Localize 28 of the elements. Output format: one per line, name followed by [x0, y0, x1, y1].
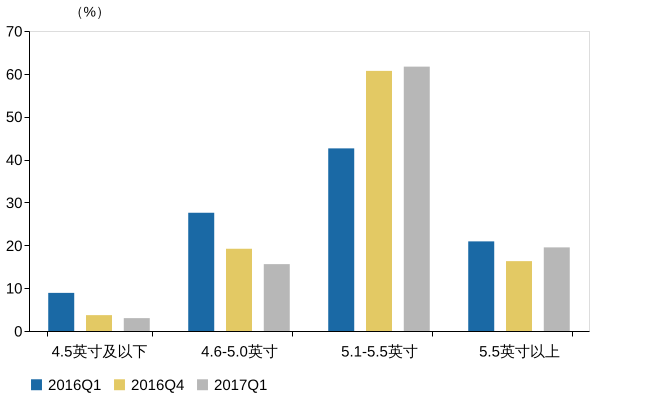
bar	[124, 318, 150, 331]
bar	[226, 248, 252, 331]
y-tick-label: 50	[6, 109, 22, 126]
x-tick-label: 5.5英寸以上	[479, 344, 560, 360]
y-tick-label: 20	[6, 238, 22, 255]
y-tick-label: 40	[6, 152, 22, 170]
x-tick-label: 5.1-5.5英寸	[341, 344, 418, 360]
bar	[48, 292, 74, 331]
bar	[264, 264, 290, 331]
y-tick-label: 70	[6, 24, 22, 40]
y-tick-label: 10	[6, 280, 22, 298]
bar	[506, 261, 532, 331]
bar	[404, 66, 430, 331]
x-tick-label: 4.6-5.0英寸	[201, 344, 278, 360]
y-tick-label: 0	[14, 324, 22, 340]
legend-label: 2017Q1	[214, 376, 268, 394]
x-tick-label: 4.5英寸及以下	[52, 344, 148, 360]
bar	[328, 148, 354, 331]
bar	[366, 70, 392, 331]
legend-label: 2016Q1	[48, 376, 102, 394]
y-tick-label: 30	[6, 194, 22, 212]
legend-label: 2016Q4	[131, 376, 184, 394]
bar	[468, 241, 494, 331]
y-tick-label: 60	[6, 66, 22, 84]
bar	[544, 247, 570, 331]
bar	[86, 315, 112, 331]
y-axis-title: （%）	[70, 4, 110, 20]
bar	[188, 212, 214, 331]
